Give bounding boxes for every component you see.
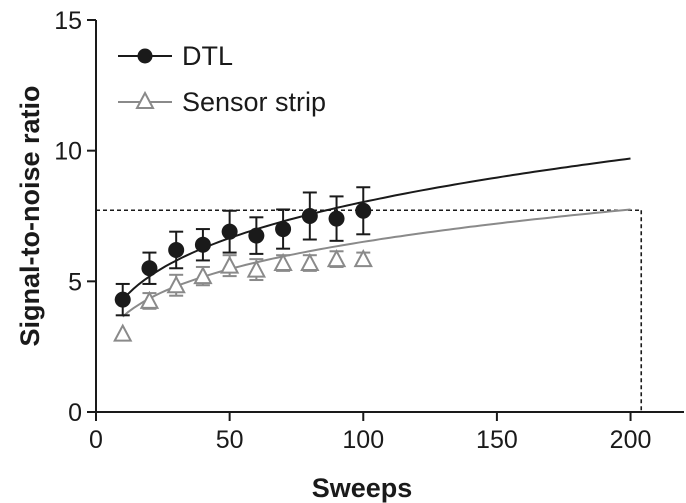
data-point <box>301 208 318 224</box>
y-axis-title: Signal-to-noise ratio <box>15 85 45 346</box>
data-point <box>300 252 320 272</box>
data-markers <box>113 202 373 342</box>
x-axis-title: Sweeps <box>312 473 413 503</box>
data-point <box>114 291 131 308</box>
data-point <box>355 202 372 219</box>
data-point <box>166 275 186 294</box>
x-tick-label: 100 <box>342 426 384 454</box>
data-point <box>193 265 213 285</box>
data-point <box>248 227 265 244</box>
data-point <box>221 223 238 240</box>
legend: DTL Sensor strip <box>118 41 326 117</box>
y-tick-label: 0 <box>68 399 82 427</box>
y-tick-label: 15 <box>54 7 82 35</box>
legend-marker-sensor-strip <box>135 90 155 109</box>
legend-item-dtl: DTL <box>118 41 233 71</box>
x-tick-label: 0 <box>89 426 103 454</box>
data-point <box>273 252 293 272</box>
axes <box>87 19 684 421</box>
data-point <box>326 248 347 268</box>
legend-label-sensor-strip: Sensor strip <box>182 87 326 117</box>
y-tick-label: 10 <box>54 138 82 166</box>
reference-lines <box>96 209 643 412</box>
fit-curves <box>121 157 631 318</box>
data-point <box>139 290 160 309</box>
data-point <box>353 248 373 268</box>
data-point <box>168 241 185 258</box>
legend-item-sensor-strip: Sensor strip <box>118 87 326 117</box>
y-tick-label: 5 <box>68 268 82 296</box>
data-point <box>113 323 133 342</box>
legend-marker-dtl <box>137 48 153 64</box>
legend-label-dtl: DTL <box>182 41 233 71</box>
fit-curve-1 <box>122 208 631 318</box>
data-point <box>219 255 240 274</box>
data-point <box>275 221 292 238</box>
x-tick-label: 150 <box>476 426 518 454</box>
x-tick-label: 200 <box>610 426 652 454</box>
data-point <box>328 210 345 227</box>
data-point <box>141 260 158 277</box>
data-point <box>194 236 211 253</box>
data-point <box>246 259 267 278</box>
x-tick-label: 50 <box>216 426 244 454</box>
